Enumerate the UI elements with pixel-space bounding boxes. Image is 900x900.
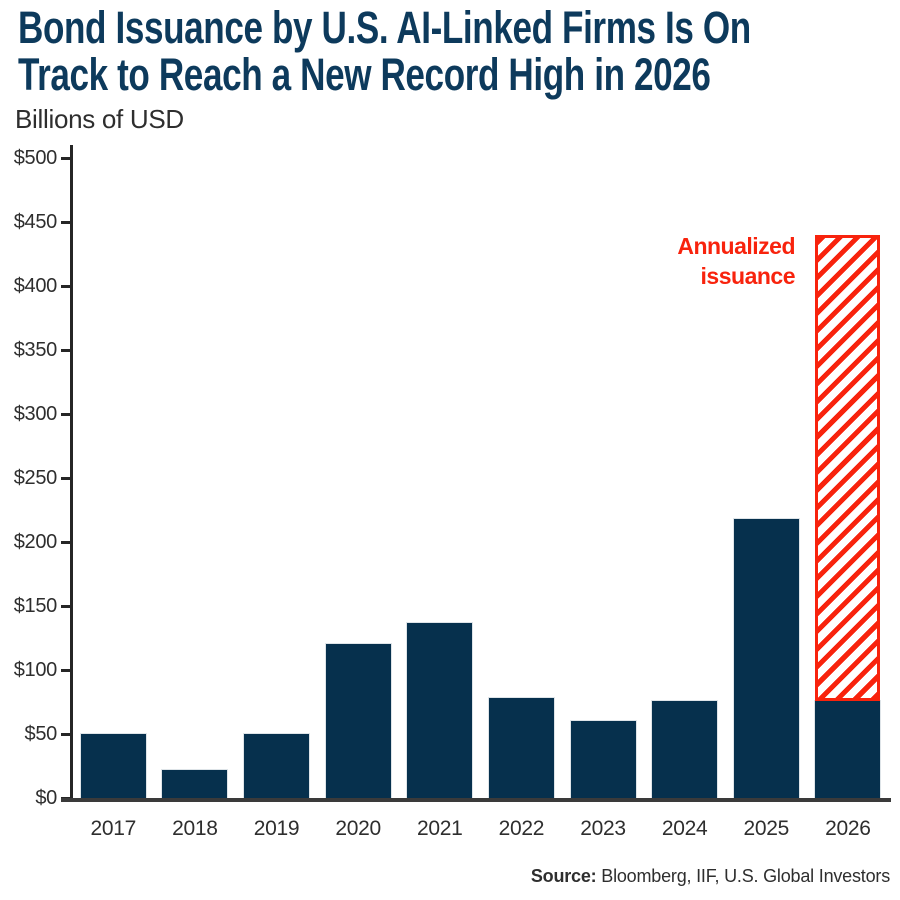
x-label-2018: 2018: [172, 817, 218, 840]
y-tick-label-$50: $50: [24, 723, 58, 745]
y-tick-$300: [61, 412, 72, 416]
x-label-2020: 2020: [335, 817, 381, 840]
bar-2023: [570, 721, 636, 798]
chart-subtitle: Billions of USD: [15, 104, 184, 134]
bar-2017: [80, 734, 146, 798]
annualized-issuance-bar: [815, 234, 881, 701]
bar-2026: [815, 700, 881, 798]
y-tick-label-$250: $250: [13, 467, 58, 489]
y-tick-label-$350: $350: [13, 339, 58, 361]
y-tick-label-$100: $100: [13, 659, 58, 681]
source-note: Source: Bloomberg, IIF, U.S. Global Inve…: [10, 866, 890, 887]
y-tick-label-$0: $0: [35, 787, 57, 809]
bar-2020: [325, 644, 391, 798]
x-label-2023: 2023: [580, 817, 626, 840]
y-tick-label-$300: $300: [13, 403, 58, 425]
bar-2019: [244, 734, 310, 798]
y-tick-label-$400: $400: [13, 275, 58, 297]
y-tick-$50: [61, 732, 72, 736]
bar-2018: [162, 769, 228, 798]
bar-2025: [733, 518, 799, 798]
y-tick-$450: [61, 220, 72, 224]
y-tick-$500: [61, 156, 72, 160]
x-axis-line: [61, 798, 891, 802]
y-tick-label-$200: $200: [13, 531, 58, 553]
x-label-2024: 2024: [661, 817, 708, 840]
chart-title-line2: Track to Reach a New Record High in 2026: [18, 49, 711, 100]
y-tick-label-$500: $500: [13, 147, 58, 169]
source-label: Source:: [530, 866, 597, 886]
y-tick-$250: [61, 476, 72, 480]
x-label-2025: 2025: [743, 817, 790, 840]
y-tick-$100: [61, 668, 72, 672]
bar-2022: [488, 698, 554, 798]
chart-title: Bond Issuance by U.S. AI-Linked Firms Is…: [18, 4, 892, 98]
y-tick-$200: [61, 540, 72, 544]
x-label-2026: 2026: [825, 817, 871, 840]
annotation-line2: issuance: [700, 263, 796, 289]
x-label-2022: 2022: [498, 817, 545, 840]
chart-title-line1: Bond Issuance by U.S. AI-Linked Firms Is…: [18, 2, 751, 53]
x-label-2019: 2019: [253, 817, 300, 840]
bar-2021: [407, 622, 473, 798]
y-tick-$150: [61, 604, 72, 608]
source-text: Bloomberg, IIF, U.S. Global Investors: [596, 866, 890, 886]
x-label-2021: 2021: [417, 817, 463, 840]
y-tick-label-$450: $450: [13, 211, 58, 233]
y-tick-$350: [61, 348, 72, 352]
y-tick-label-$150: $150: [13, 595, 58, 617]
y-axis-line: [70, 145, 73, 801]
x-label-2017: 2017: [90, 817, 137, 840]
bar-2024: [652, 700, 718, 798]
annotation-line1: Annualized: [677, 233, 795, 259]
y-tick-$400: [61, 284, 72, 288]
annualized-issuance-annotation: Annualized issuance: [535, 231, 795, 291]
